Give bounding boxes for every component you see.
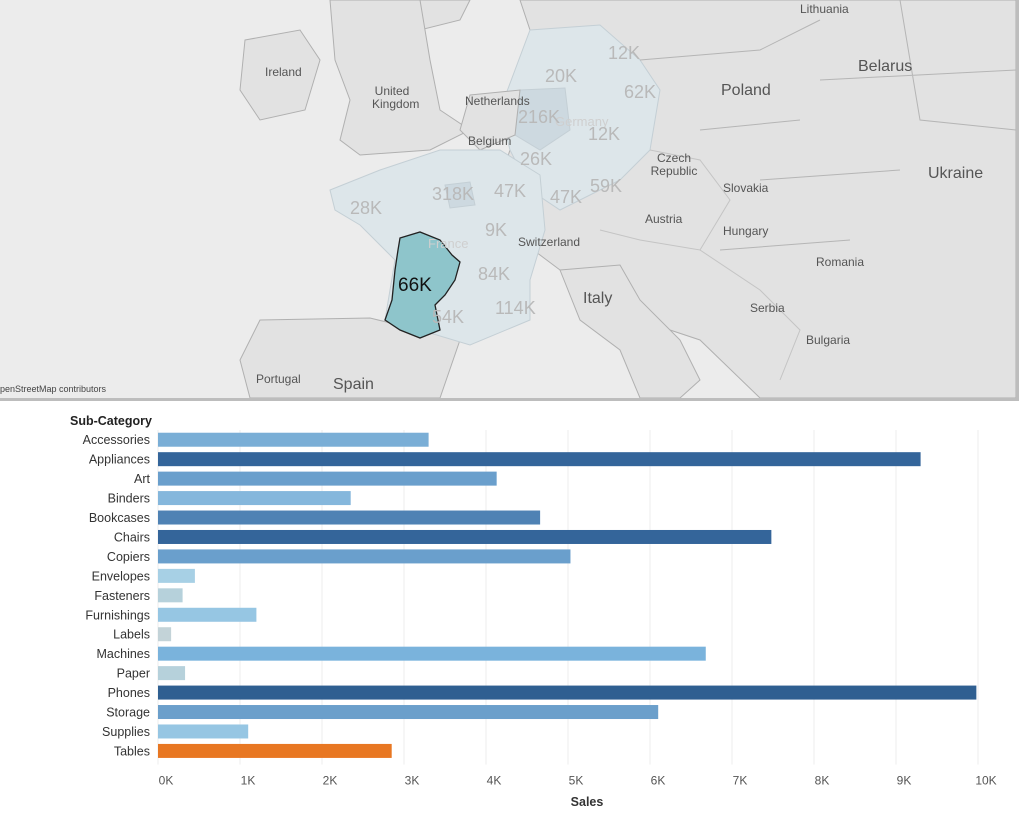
category-label: Paper xyxy=(117,667,150,681)
category-label: Bookcases xyxy=(89,511,150,525)
country-label-germany: Germany xyxy=(555,114,609,129)
country-label-ireland: Ireland xyxy=(265,65,302,79)
x-tick-label: 0K xyxy=(159,774,174,788)
region-value[interactable]: 54K xyxy=(432,307,465,327)
region-value[interactable]: 26K xyxy=(520,149,553,169)
country-label-italy: Italy xyxy=(583,290,613,307)
category-label: Storage xyxy=(106,706,150,720)
region-value[interactable]: 47K xyxy=(550,187,583,207)
category-label: Envelopes xyxy=(92,569,150,583)
region-selected xyxy=(384,231,461,339)
country-label-france: France xyxy=(428,236,469,251)
bar-chart: Sub-Category Accessories Appliances Art Bin… xyxy=(70,414,997,809)
category-label: Accessories xyxy=(83,433,150,447)
bar[interactable] xyxy=(158,568,195,583)
bar[interactable] xyxy=(158,432,429,447)
chart-header: Sub-Category xyxy=(70,414,152,428)
category-label: Chairs xyxy=(114,530,150,544)
category-label: Machines xyxy=(97,647,151,661)
bar[interactable] xyxy=(158,743,392,758)
country-label-slovakia: Slovakia xyxy=(723,181,769,195)
x-tick-label: 7K xyxy=(733,774,748,788)
country-label-hungary: Hungary xyxy=(723,224,769,238)
x-axis-ticks: 0K 1K 2K 3K 4K 5K 6K 7K 8K 9K 10K xyxy=(159,774,997,788)
bar-chart-panel: Sub-Category Accessories Appliances Art Bin… xyxy=(0,404,1024,817)
country-label-spain: Spain xyxy=(333,376,374,393)
category-label: Fasteners xyxy=(94,589,150,603)
country-label-switzerland: Switzerland xyxy=(518,235,581,249)
category-label: Art xyxy=(134,472,151,486)
region-value[interactable]: 84K xyxy=(478,264,511,284)
x-tick-label: 6K xyxy=(651,774,666,788)
region-benelux xyxy=(459,89,521,151)
x-tick-label: 1K xyxy=(241,774,256,788)
country-label-czech: Czech Republic xyxy=(650,151,698,178)
category-label: Appliances xyxy=(89,453,150,467)
bar[interactable] xyxy=(158,549,571,564)
x-tick-label: 2K xyxy=(323,774,338,788)
country-label-uk: United Kingdom xyxy=(372,84,420,111)
country-label-austria: Austria xyxy=(645,212,683,226)
bar[interactable] xyxy=(158,607,257,622)
bars-layer[interactable] xyxy=(158,432,977,758)
country-label-portugal: Portugal xyxy=(256,372,301,386)
land-ireland xyxy=(239,29,321,121)
country-label-belarus: Belarus xyxy=(858,58,913,75)
x-tick-label: 10K xyxy=(975,774,996,788)
region-value[interactable]: 9K xyxy=(485,220,508,240)
category-label: Labels xyxy=(113,628,150,642)
x-tick-label: 3K xyxy=(405,774,420,788)
category-label: Phones xyxy=(108,686,150,700)
map-canvas[interactable] xyxy=(0,0,1016,398)
region-value[interactable]: 28K xyxy=(350,198,383,218)
country-label-ukraine: Ukraine xyxy=(928,165,984,182)
country-label-romania: Romania xyxy=(816,255,865,269)
land-italy xyxy=(559,264,701,398)
x-tick-label: 4K xyxy=(487,774,502,788)
selected-region-value[interactable]: 66K xyxy=(398,275,432,296)
region-value[interactable]: 12K xyxy=(588,124,621,144)
bar[interactable] xyxy=(158,491,351,506)
country-label-netherlands: Netherlands xyxy=(465,94,530,108)
country-label-serbia: Serbia xyxy=(750,301,785,315)
bar[interactable] xyxy=(158,705,659,720)
x-tick-label: 5K xyxy=(569,774,584,788)
region-value[interactable]: 114K xyxy=(495,298,536,318)
map-panel[interactable]: Lithuania Ireland United Kingdom Netherl… xyxy=(0,0,1019,401)
category-label: Binders xyxy=(108,492,150,506)
region-ile-de-france xyxy=(444,181,476,209)
country-label-lithuania: Lithuania xyxy=(800,2,849,16)
region-value[interactable]: 20K xyxy=(545,66,578,86)
bar[interactable] xyxy=(158,588,183,603)
region-value[interactable]: 62K xyxy=(624,82,657,102)
map-attribution[interactable]: penStreetMap contributors xyxy=(0,384,107,394)
category-label: Furnishings xyxy=(85,608,150,622)
land-iberia xyxy=(239,317,461,398)
region-value[interactable]: 216K xyxy=(518,107,561,127)
bar[interactable] xyxy=(158,452,921,467)
region-value[interactable]: 318K xyxy=(432,184,475,204)
bar[interactable] xyxy=(158,471,497,486)
land-uk xyxy=(329,0,471,156)
bar[interactable] xyxy=(158,627,172,642)
country-label-bulgaria: Bulgaria xyxy=(806,333,851,347)
x-axis-title: Sales xyxy=(571,795,604,809)
region-value[interactable]: 59K xyxy=(590,176,623,196)
country-label-poland: Poland xyxy=(721,82,771,99)
category-labels: Accessories Appliances Art Binders Bookcases… xyxy=(83,433,151,758)
country-label-belgium: Belgium xyxy=(468,134,512,148)
bar[interactable] xyxy=(158,646,706,661)
bar[interactable] xyxy=(158,666,186,681)
region-value[interactable]: 47K xyxy=(494,181,527,201)
x-tick-label: 8K xyxy=(815,774,830,788)
category-label: Supplies xyxy=(102,725,150,739)
x-tick-label: 9K xyxy=(897,774,912,788)
bar[interactable] xyxy=(158,685,977,700)
bar[interactable] xyxy=(158,529,772,544)
category-label: Tables xyxy=(114,744,150,758)
bar[interactable] xyxy=(158,724,249,739)
bar[interactable] xyxy=(158,510,541,525)
category-label: Copiers xyxy=(107,550,150,564)
region-value[interactable]: 12K xyxy=(608,43,641,63)
